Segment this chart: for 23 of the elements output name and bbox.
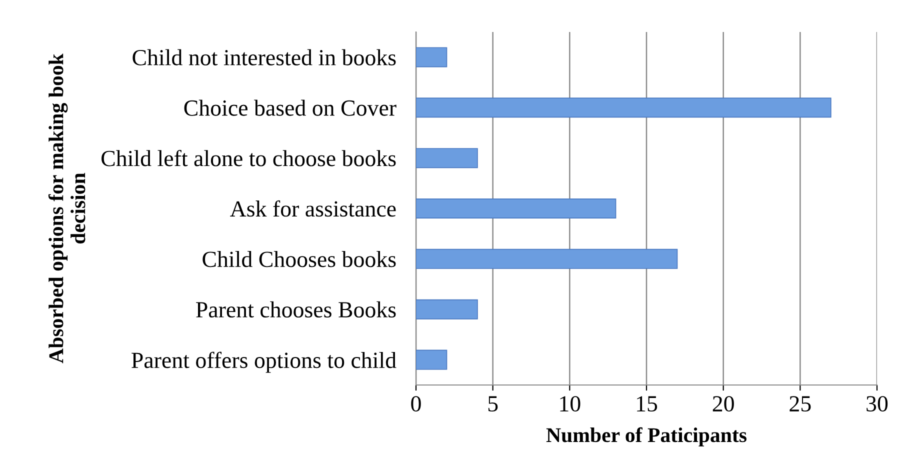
y-tick-label: Parent chooses Books bbox=[196, 301, 396, 318]
x-tick-label: 15 bbox=[637, 396, 658, 412]
bar bbox=[416, 198, 616, 218]
x-tick-label: 30 bbox=[866, 396, 888, 412]
y-tick-label: Ask for assistance bbox=[230, 200, 396, 217]
bar bbox=[416, 98, 832, 118]
y-tick-label: Child Chooses books bbox=[202, 250, 396, 268]
y-tick-label: Choice based on Cover bbox=[184, 100, 396, 116]
y-axis-title: Absorbed options for making book decision bbox=[48, 54, 86, 364]
x-tick-label: 5 bbox=[488, 396, 498, 412]
x-tick-label: 20 bbox=[712, 396, 734, 412]
y-tick-label: Parent offers options to child bbox=[132, 352, 396, 373]
bar bbox=[416, 148, 478, 168]
x-axis-title: Number of Paticipants bbox=[546, 427, 746, 446]
x-tick-label: 10 bbox=[560, 396, 580, 412]
y-tick-label: Child not interested in books bbox=[132, 49, 396, 66]
y-tick-label: Child left alone to choose books bbox=[102, 150, 396, 166]
x-tick-label: 25 bbox=[790, 396, 811, 412]
bar bbox=[416, 47, 448, 68]
x-tick-label: 0 bbox=[411, 396, 421, 412]
bar bbox=[416, 350, 448, 370]
bar bbox=[416, 299, 478, 320]
bar bbox=[416, 248, 678, 269]
